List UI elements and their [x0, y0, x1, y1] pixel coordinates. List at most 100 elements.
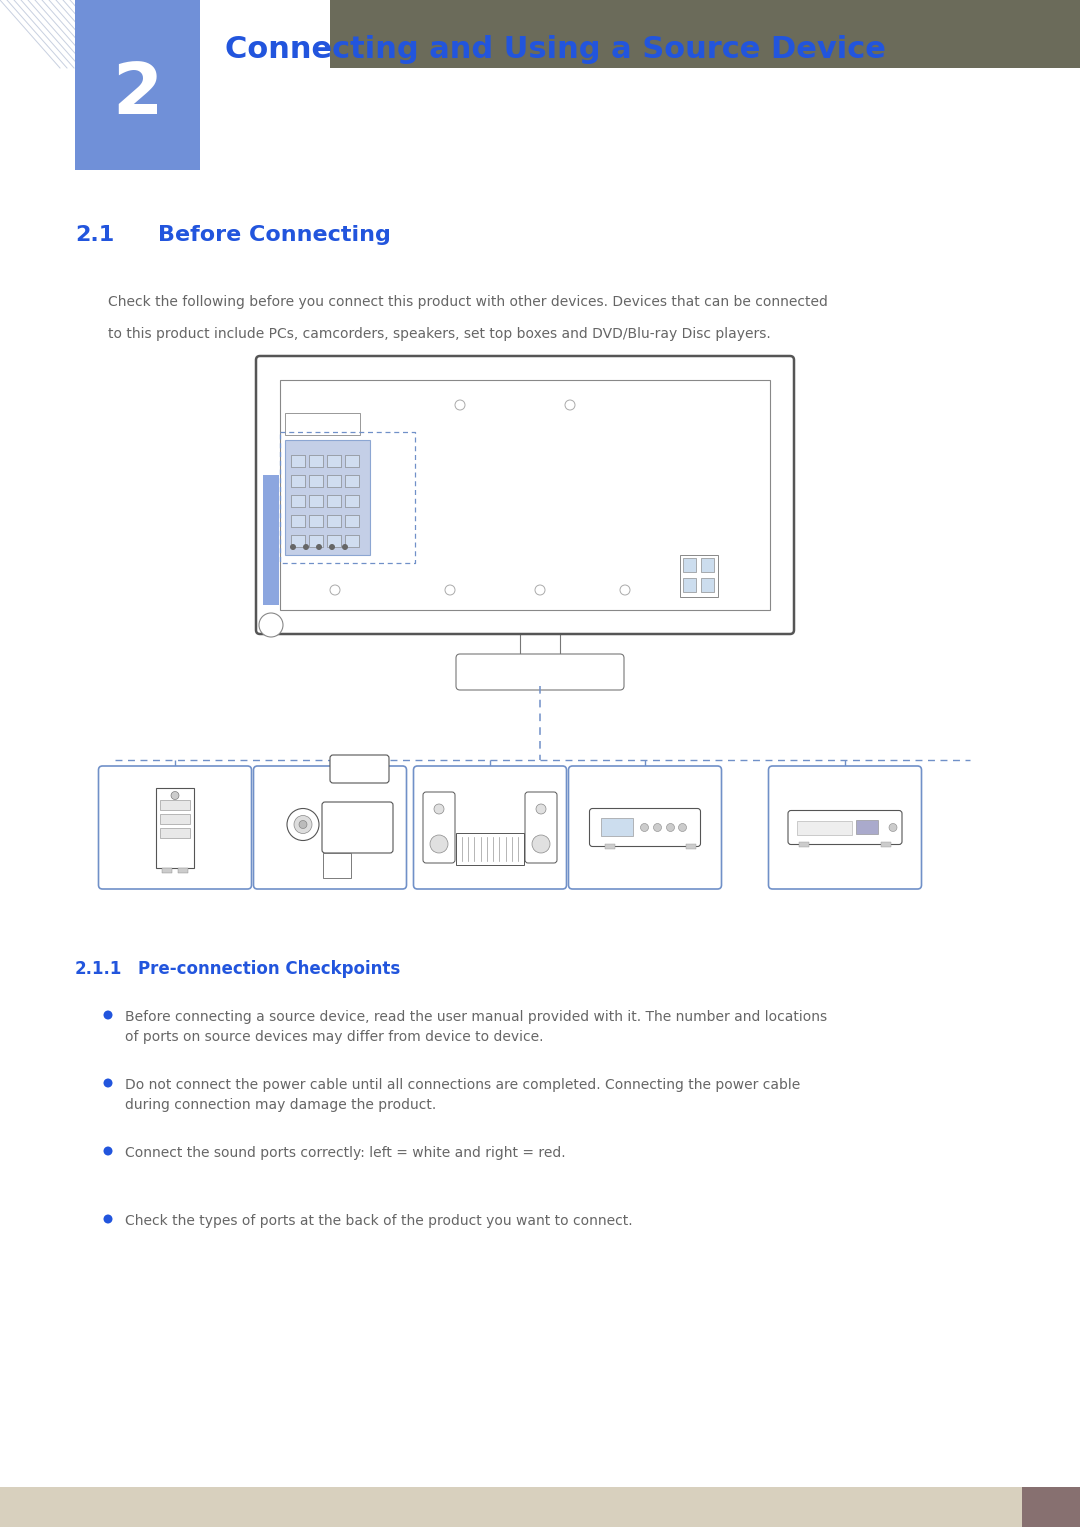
- Bar: [309, 455, 323, 467]
- Bar: [605, 843, 615, 849]
- Circle shape: [291, 544, 296, 550]
- Bar: [345, 455, 359, 467]
- Bar: [280, 380, 770, 609]
- FancyBboxPatch shape: [456, 654, 624, 690]
- Bar: [799, 841, 809, 846]
- Bar: [345, 495, 359, 507]
- Circle shape: [104, 1011, 112, 1020]
- Bar: [162, 867, 172, 872]
- Circle shape: [678, 823, 687, 832]
- Bar: [160, 800, 190, 809]
- Bar: [285, 412, 360, 435]
- Bar: [160, 814, 190, 823]
- Circle shape: [653, 823, 661, 832]
- Bar: [797, 820, 852, 834]
- Circle shape: [620, 585, 630, 596]
- Bar: [156, 788, 194, 867]
- Bar: [75, 0, 200, 169]
- Circle shape: [445, 585, 455, 596]
- Bar: [680, 554, 718, 597]
- Bar: [345, 475, 359, 487]
- Bar: [323, 854, 351, 878]
- Bar: [309, 495, 323, 507]
- Text: Pre-connection Checkpoints: Pre-connection Checkpoints: [138, 960, 401, 977]
- FancyBboxPatch shape: [568, 767, 721, 889]
- Text: 2.1.1: 2.1.1: [75, 960, 122, 977]
- Bar: [1022, 1487, 1080, 1527]
- Bar: [683, 557, 696, 573]
- Bar: [686, 843, 696, 849]
- Bar: [291, 515, 305, 527]
- Bar: [264, 475, 279, 605]
- Text: Check the following before you connect this product with other devices. Devices : Check the following before you connect t…: [108, 295, 828, 308]
- Circle shape: [303, 544, 309, 550]
- Bar: [881, 841, 891, 846]
- Bar: [701, 579, 714, 592]
- Bar: [701, 557, 714, 573]
- Bar: [683, 579, 696, 592]
- FancyBboxPatch shape: [590, 808, 701, 846]
- Circle shape: [294, 815, 312, 834]
- Bar: [327, 475, 341, 487]
- Bar: [291, 495, 305, 507]
- Text: Do not connect the power cable until all connections are completed. Connecting t: Do not connect the power cable until all…: [125, 1078, 800, 1112]
- Bar: [291, 534, 305, 547]
- Circle shape: [259, 612, 283, 637]
- Text: Check the types of ports at the back of the product you want to connect.: Check the types of ports at the back of …: [125, 1214, 633, 1228]
- Circle shape: [430, 835, 448, 854]
- Bar: [309, 515, 323, 527]
- Bar: [600, 817, 633, 835]
- Circle shape: [104, 1147, 112, 1156]
- FancyBboxPatch shape: [322, 802, 393, 854]
- Bar: [330, 0, 1080, 69]
- FancyBboxPatch shape: [414, 767, 567, 889]
- Circle shape: [640, 823, 648, 832]
- Text: Before connecting a source device, read the user manual provided with it. The nu: Before connecting a source device, read …: [125, 1009, 827, 1044]
- Bar: [456, 832, 524, 864]
- Circle shape: [434, 805, 444, 814]
- Bar: [291, 455, 305, 467]
- Circle shape: [666, 823, 675, 832]
- Text: 2 Connecting and Using a Source Device: 2 Connecting and Using a Source Device: [678, 1501, 950, 1513]
- Circle shape: [889, 823, 897, 832]
- Bar: [345, 515, 359, 527]
- Circle shape: [316, 544, 322, 550]
- Bar: [345, 534, 359, 547]
- Circle shape: [329, 544, 335, 550]
- Circle shape: [342, 544, 348, 550]
- Circle shape: [104, 1214, 112, 1223]
- Text: 52: 52: [1038, 1498, 1065, 1516]
- FancyBboxPatch shape: [525, 793, 557, 863]
- FancyBboxPatch shape: [423, 793, 455, 863]
- Circle shape: [536, 805, 546, 814]
- Bar: [178, 867, 188, 872]
- Bar: [309, 475, 323, 487]
- Circle shape: [104, 1078, 112, 1087]
- Circle shape: [535, 585, 545, 596]
- Text: Before Connecting: Before Connecting: [158, 224, 391, 244]
- Bar: [285, 440, 370, 554]
- FancyBboxPatch shape: [254, 767, 406, 889]
- Text: 2: 2: [112, 61, 163, 130]
- FancyBboxPatch shape: [75, 0, 200, 169]
- Text: 2.1: 2.1: [75, 224, 114, 244]
- Bar: [327, 534, 341, 547]
- Bar: [519, 631, 561, 658]
- FancyBboxPatch shape: [330, 754, 389, 783]
- Bar: [0, 1487, 1080, 1527]
- Text: Connecting and Using a Source Device: Connecting and Using a Source Device: [225, 35, 886, 64]
- Bar: [856, 820, 878, 834]
- FancyBboxPatch shape: [98, 767, 252, 889]
- Circle shape: [330, 585, 340, 596]
- FancyBboxPatch shape: [256, 356, 794, 634]
- Bar: [327, 515, 341, 527]
- Bar: [327, 495, 341, 507]
- Bar: [327, 455, 341, 467]
- Text: to this product include PCs, camcorders, speakers, set top boxes and DVD/Blu-ray: to this product include PCs, camcorders,…: [108, 327, 771, 341]
- Circle shape: [455, 400, 465, 411]
- Circle shape: [299, 820, 307, 829]
- Bar: [309, 534, 323, 547]
- Bar: [291, 475, 305, 487]
- FancyBboxPatch shape: [788, 811, 902, 844]
- FancyBboxPatch shape: [769, 767, 921, 889]
